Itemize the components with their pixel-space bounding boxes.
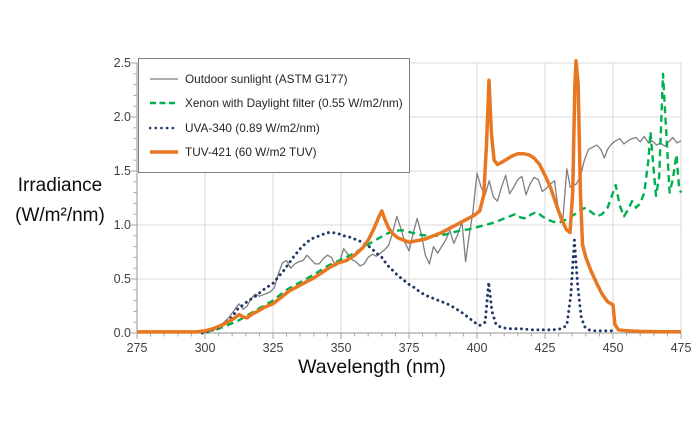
legend-item-uva-340: UVA-340 (0.89 W/m2/nm) bbox=[149, 121, 407, 135]
legend-item-xenon-daylight: Xenon with Daylight filter (0.55 W/m2/nm… bbox=[149, 96, 407, 110]
y-tick-label: 2.5 bbox=[113, 56, 131, 70]
x-tick-label: 300 bbox=[194, 341, 216, 355]
y-axis-title: Irradiance (W/m²/nm) bbox=[2, 171, 118, 231]
legend-label: UVA-340 (0.89 W/m2/nm) bbox=[185, 120, 320, 135]
series-line-xenon-daylight bbox=[204, 72, 683, 334]
series-line-tuv-421 bbox=[137, 59, 681, 334]
legend-swatch-solid-line bbox=[150, 78, 178, 80]
legend-box: Outdoor sunlight (ASTM G177) Xenon with D… bbox=[138, 58, 410, 173]
x-tick-label: 475 bbox=[670, 341, 692, 355]
x-tick-label: 375 bbox=[398, 341, 420, 355]
series-line-outdoor-sunlight bbox=[202, 135, 682, 334]
legend-item-tuv-421: TUV-421 (60 W/m2 TUV) bbox=[149, 145, 407, 159]
x-tick-label: 325 bbox=[262, 341, 284, 355]
legend-swatch-dotted-line bbox=[149, 126, 179, 129]
legend-label: Outdoor sunlight (ASTM G177) bbox=[185, 72, 348, 87]
legend-label: TUV-421 (60 W/m2 TUV) bbox=[185, 144, 317, 159]
y-tick-label: 0.5 bbox=[113, 272, 131, 286]
x-tick-label: 400 bbox=[466, 341, 488, 355]
x-tick-label: 275 bbox=[126, 341, 148, 355]
series-line-uva-340 bbox=[200, 231, 615, 335]
y-tick-label: 2.0 bbox=[113, 110, 131, 124]
legend-swatch-solid-line bbox=[150, 150, 178, 154]
y-axis-title-line1: Irradiance bbox=[17, 175, 103, 196]
y-tick-label: 1.5 bbox=[113, 164, 131, 178]
x-tick-label: 425 bbox=[534, 341, 556, 355]
legend-swatch-dashed-line bbox=[150, 102, 178, 105]
x-tick-label: 350 bbox=[330, 341, 352, 355]
y-tick-label: 1.0 bbox=[113, 218, 131, 232]
y-tick-label: 0.0 bbox=[113, 326, 131, 340]
legend-label: Xenon with Daylight filter (0.55 W/m2/nm… bbox=[185, 96, 403, 111]
y-axis-title-line2: (W/m²/nm) bbox=[15, 205, 105, 226]
legend-item-outdoor-sunlight: Outdoor sunlight (ASTM G177) bbox=[149, 72, 407, 86]
x-axis-title: Wavelength (nm) bbox=[298, 356, 446, 378]
x-tick-label: 450 bbox=[602, 341, 624, 355]
